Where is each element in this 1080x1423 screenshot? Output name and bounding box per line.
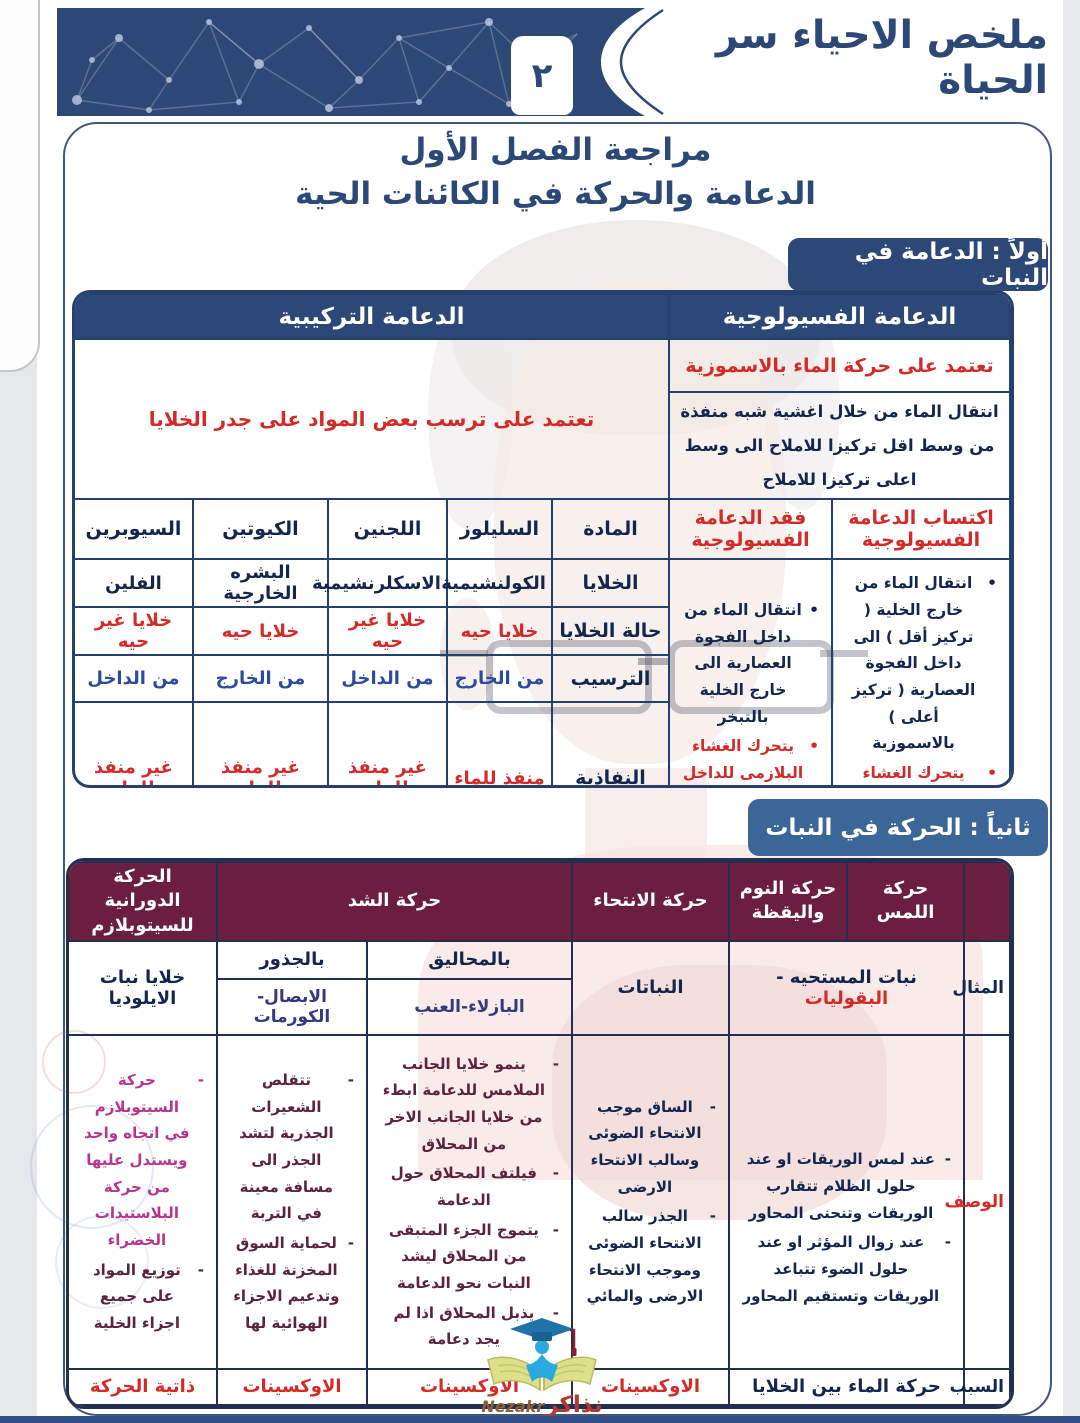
state-cutin: خلايا حيه bbox=[191, 606, 329, 657]
cause-roots-cell: الاوكسينات bbox=[216, 1367, 368, 1406]
right-page-edge bbox=[1063, 0, 1080, 1423]
cells-sclerenchyma: الاسكلرنشيمية bbox=[312, 558, 448, 609]
bullet-dot: • bbox=[809, 737, 819, 756]
col-traction-header: حركة الشد bbox=[216, 861, 573, 942]
deposition-suberin: من الداخل bbox=[75, 654, 194, 704]
cells-collenchyma: الكولنشيمية bbox=[441, 558, 553, 609]
deposition-lignin: من الداخل bbox=[326, 654, 448, 704]
bottom-bar bbox=[0, 1416, 1080, 1423]
header-band bbox=[57, 8, 664, 116]
col-touch-header: حركة اللمس bbox=[846, 861, 965, 942]
permeability-suberin: غير منفذ للماء bbox=[75, 701, 194, 785]
graduation-cap-icon bbox=[510, 1318, 577, 1356]
grid-label-cells: الخلايا bbox=[550, 558, 670, 609]
example-roots-plants-cell: الابصال- الكورمات bbox=[216, 977, 368, 1036]
bullet-dash: - bbox=[347, 1234, 354, 1253]
material-suberin: السيوبرين bbox=[75, 498, 194, 561]
cells-cork: الفلين bbox=[75, 558, 194, 609]
brand-title: ملخص الاحياء سر الحياة bbox=[715, 13, 1048, 103]
material-cellulose: السليلوز bbox=[445, 498, 553, 561]
bullet-dash: - bbox=[552, 1220, 559, 1239]
permeability-cellulose: منفذ للماء bbox=[445, 701, 553, 785]
student-icon bbox=[526, 1340, 558, 1382]
bullet-dash: - bbox=[709, 1097, 716, 1116]
cause-tropism-cell: الاوكسينات bbox=[571, 1367, 730, 1406]
bullet-dash: - bbox=[197, 1260, 204, 1279]
state-cellulose: خلايا حيه bbox=[445, 606, 553, 657]
curve-accent bbox=[619, 8, 664, 116]
nezakr-logo: نذاكر Nezakr bbox=[478, 1316, 606, 1420]
bullet-dot: • bbox=[987, 764, 997, 783]
page-number: ٢ bbox=[531, 55, 553, 96]
bullet-dash: - bbox=[944, 1150, 951, 1169]
nezakr-logo-graphic bbox=[487, 1318, 597, 1392]
nezakr-latin-text: Nezakr bbox=[481, 1397, 545, 1416]
state-suberin: خلايا غير حيه bbox=[75, 606, 194, 657]
description-rotation-cell: - حركة السيتوبلازم في اتجاه واحد ويستدل ع… bbox=[69, 1033, 218, 1370]
bullet-dash: - bbox=[709, 1207, 716, 1226]
row-label-cause: السبب bbox=[950, 1367, 1011, 1406]
grid-label-permeability: النفاذية bbox=[550, 701, 670, 785]
bullet-dot: • bbox=[809, 601, 819, 620]
row-label-example: المثال bbox=[952, 939, 1011, 1036]
review-title-line2: الدعامة والحركة في الكائنات الحية bbox=[295, 176, 816, 212]
grid-label-material: المادة bbox=[550, 498, 670, 561]
permeability-cutin: غير منفذ للماء bbox=[191, 701, 329, 785]
permeability-lignin: غير منفذ للماء bbox=[326, 701, 448, 785]
gain-header-cell: اكتساب الدعامة الفسيولوجية bbox=[831, 498, 1011, 561]
bullet-dash: - bbox=[552, 1054, 559, 1073]
physio-support-header: الدعامة الفسيولوجية bbox=[667, 293, 1011, 340]
gain-points-cell: • انتقال الماء من خارج الخلية ( تركيز أقل… bbox=[831, 558, 1011, 785]
row-label-description: الوصف bbox=[944, 1033, 1011, 1370]
corner-cell bbox=[963, 861, 1011, 942]
structural-support-header: الدعامة التركيبية bbox=[75, 293, 670, 340]
stacked-page-corner bbox=[0, 0, 40, 372]
state-lignin: خلايا غير حيه bbox=[326, 606, 448, 657]
material-lignin: اللجنين bbox=[326, 498, 448, 561]
review-title-line1: مراجعة الفصل الأول bbox=[399, 132, 712, 168]
col-tropism-header: حركة الانتحاء bbox=[571, 861, 730, 942]
cells-epidermis: البشره الخارجية bbox=[191, 558, 329, 609]
bullet-dash: - bbox=[347, 1070, 354, 1089]
description-touch-sleep-cell: - عند لمس الوريقات او عند حلول الظلام تتق… bbox=[728, 1033, 965, 1370]
nezakr-arabic-text: نذاكر bbox=[545, 1392, 603, 1418]
example-tropism-cell: النباتات bbox=[571, 939, 730, 1036]
col-rotation-header: الحركة الدورانية للسيتوبلازم bbox=[69, 861, 218, 942]
col-sleep-header: حركة النوم واليقظة bbox=[728, 861, 848, 942]
cause-rotation-cell: ذاتية الحركة bbox=[69, 1367, 218, 1406]
loss-header-cell: فقد الدعامة الفسيولوجية bbox=[667, 498, 834, 561]
physio-definition-cell: انتقال الماء من خلال اغشية شبه منفذة من … bbox=[667, 390, 1011, 501]
page-number-tab: ٢ bbox=[511, 36, 573, 115]
cause-touch-sleep-cell: حركة الماء بين الخلايا bbox=[728, 1367, 965, 1406]
material-cutin: الكيوتين bbox=[191, 498, 329, 561]
example-tendrils-plants-cell: البازلاء-العنب bbox=[366, 977, 573, 1036]
bullet-dash: - bbox=[552, 1164, 559, 1183]
network-dots bbox=[72, 18, 532, 113]
bullet-dash: - bbox=[944, 1233, 951, 1252]
grid-label-deposition: الترسيب bbox=[550, 654, 670, 704]
bullet-dash: - bbox=[552, 1303, 559, 1322]
deposition-cutin: من الخارج bbox=[191, 654, 329, 704]
nezakr-logo-text: نذاكر Nezakr bbox=[478, 1392, 606, 1418]
structural-basis-cell: تعتمد على ترسب بعض المواد على جدر الخلاي… bbox=[75, 337, 670, 501]
physio-basis-cell: تعتمد على حركة الماء بالاسموزية bbox=[667, 338, 1011, 393]
example-roots-cell: بالجذور bbox=[216, 939, 368, 980]
bullet-dot: • bbox=[987, 574, 997, 593]
support-table: الدعامة الفسيولوجية الدعامة التركيبية تع… bbox=[72, 290, 1014, 788]
example-tendrils-cell: بالمحاليق bbox=[366, 939, 573, 980]
example-rotation-cell: خلايا نبات الايلوديا bbox=[69, 939, 218, 1036]
description-roots-cell: - تتقلص الشعيرات الجذرية لتشد الجذر الى م… bbox=[216, 1033, 368, 1370]
deposition-cellulose: من الخارج bbox=[445, 654, 553, 704]
bullet-dash: - bbox=[197, 1070, 204, 1089]
loss-points-cell: • انتقال الماء من داخل الفجوة العصارية ال… bbox=[667, 558, 834, 785]
example-touch-sleep-cell: نبات المستحيه - البقوليات bbox=[728, 939, 965, 1036]
grid-label-state: حالة الخلايا bbox=[550, 606, 670, 657]
section1-badge: أولاً : الدعامة في النبات bbox=[788, 238, 1048, 291]
review-box bbox=[63, 122, 1052, 1416]
section2-badge: ثانياً : الحركة في النبات bbox=[748, 799, 1048, 856]
